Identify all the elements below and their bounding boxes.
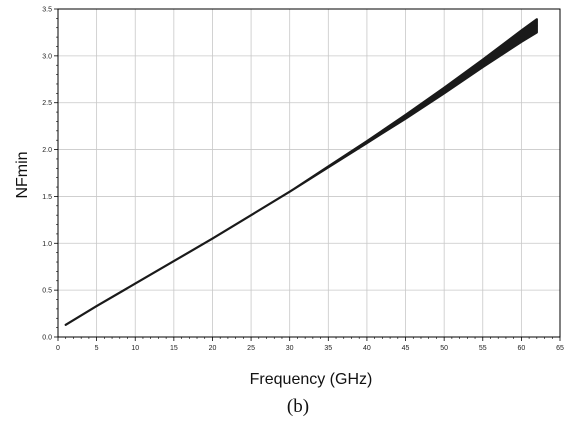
- nfmin-series-band: [64, 18, 538, 326]
- nfmin-data-point: [443, 89, 446, 92]
- y-tick-label: 3.0: [42, 53, 52, 60]
- nfmin-data-point: [535, 24, 538, 27]
- x-tick-label: 65: [556, 345, 564, 352]
- nfmin-data-point: [64, 323, 67, 326]
- x-tick-label: 35: [324, 345, 332, 352]
- x-tick-label: 55: [479, 345, 487, 352]
- x-tick-label: 20: [209, 345, 217, 352]
- ticks: [54, 8, 561, 341]
- nfmin-data-point: [404, 115, 407, 118]
- x-tick-label: 0: [56, 345, 60, 352]
- nfmin-data-point: [366, 141, 368, 143]
- y-tick-label: 3.5: [42, 7, 52, 14]
- y-tick-label: 1.0: [42, 241, 52, 248]
- tick-labels: 0 5 10 15 20 25 30 35 40 45 50 55 60 65 0.0 0.5 1.0 1.5 2.…: [42, 7, 564, 353]
- y-tick-label: 0.0: [42, 335, 52, 342]
- nfmin-data-point: [172, 260, 175, 262]
- x-tick-label: 10: [131, 345, 139, 352]
- x-tick-label: 60: [517, 345, 525, 352]
- y-axis-title: NFmin: [14, 151, 31, 198]
- nfmin-data-point: [327, 166, 330, 168]
- x-tick-label: 5: [95, 345, 99, 352]
- nfmin-data-point: [288, 190, 291, 193]
- x-tick-label: 30: [286, 345, 294, 352]
- nfmin-data-point: [520, 35, 523, 38]
- x-tick-label: 45: [402, 345, 410, 352]
- x-tick-label: 50: [440, 345, 448, 352]
- plot-frame: [57, 8, 561, 338]
- nfmin-data-point: [134, 282, 137, 285]
- x-axis-title: Frequency (GHz): [250, 371, 373, 388]
- panel-label: (b): [287, 396, 309, 417]
- nfmin-data-point: [95, 305, 98, 307]
- y-tick-label: 2.5: [42, 100, 52, 107]
- x-tick-label: 40: [363, 345, 371, 352]
- y-tick-label: 0.5: [42, 288, 52, 295]
- y-tick-label: 2.0: [42, 147, 52, 154]
- y-tick-label: 1.5: [42, 194, 52, 201]
- x-tick-label: 25: [247, 345, 255, 352]
- nfmin-data-point: [211, 237, 214, 240]
- nfmin-data-point: [481, 62, 484, 65]
- x-tick-label: 15: [170, 345, 178, 352]
- data-layer: [64, 18, 538, 326]
- nfmin-data-point: [250, 214, 252, 217]
